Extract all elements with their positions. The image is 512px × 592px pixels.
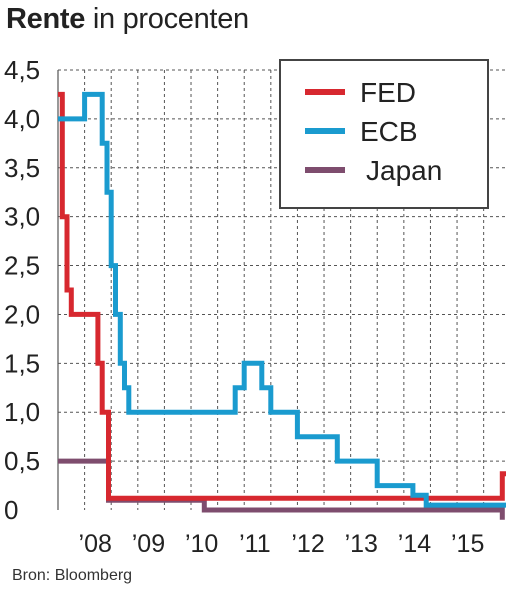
series-line-japan: [58, 458, 505, 520]
y-tick-label: 2,5: [4, 251, 40, 281]
legend-label-ecb: ECB: [360, 116, 418, 147]
x-tick-label: ’11: [239, 530, 271, 558]
y-tick-label: 1,5: [4, 348, 40, 378]
x-axis-ticks: ’08 ’09 ’10 ’11 ’12 ’13 ’14 ’15: [79, 530, 485, 558]
legend-label-fed: FED: [360, 77, 416, 108]
y-axis-ticks: 0 0,5 1,0 1,5 2,0 2,5 3,0 3,5 4,0 4,5: [4, 55, 40, 525]
x-tick-label: ’13: [345, 530, 378, 558]
y-tick-label: 0,5: [4, 446, 40, 476]
series-lines: [58, 91, 506, 520]
legend-label-japan: Japan: [366, 155, 442, 186]
legend: FED ECB Japan: [279, 59, 489, 209]
x-tick-label: ’12: [291, 530, 324, 558]
series-line-fed: [58, 91, 506, 501]
x-tick-label: ’09: [132, 530, 165, 558]
chart-title: Rente in procenten: [6, 0, 249, 38]
series-line-ecb: [58, 91, 506, 508]
x-tick-label: ’08: [79, 530, 112, 558]
source-note: Bron: Bloomberg: [12, 567, 133, 584]
y-tick-label: 0: [4, 495, 18, 525]
y-tick-label: 1,0: [4, 397, 40, 427]
x-tick-label: ’10: [185, 530, 218, 558]
x-tick-label: ’15: [451, 530, 484, 558]
title-rest: in procenten: [85, 3, 249, 35]
y-tick-label: 3,0: [4, 202, 40, 232]
y-tick-label: 4,0: [4, 104, 40, 134]
y-tick-label: 2,0: [4, 299, 40, 329]
title-bold: Rente: [6, 3, 86, 35]
y-tick-label: 4,5: [4, 55, 40, 85]
x-tick-label: ’14: [398, 530, 431, 558]
y-tick-label: 3,5: [4, 153, 40, 183]
